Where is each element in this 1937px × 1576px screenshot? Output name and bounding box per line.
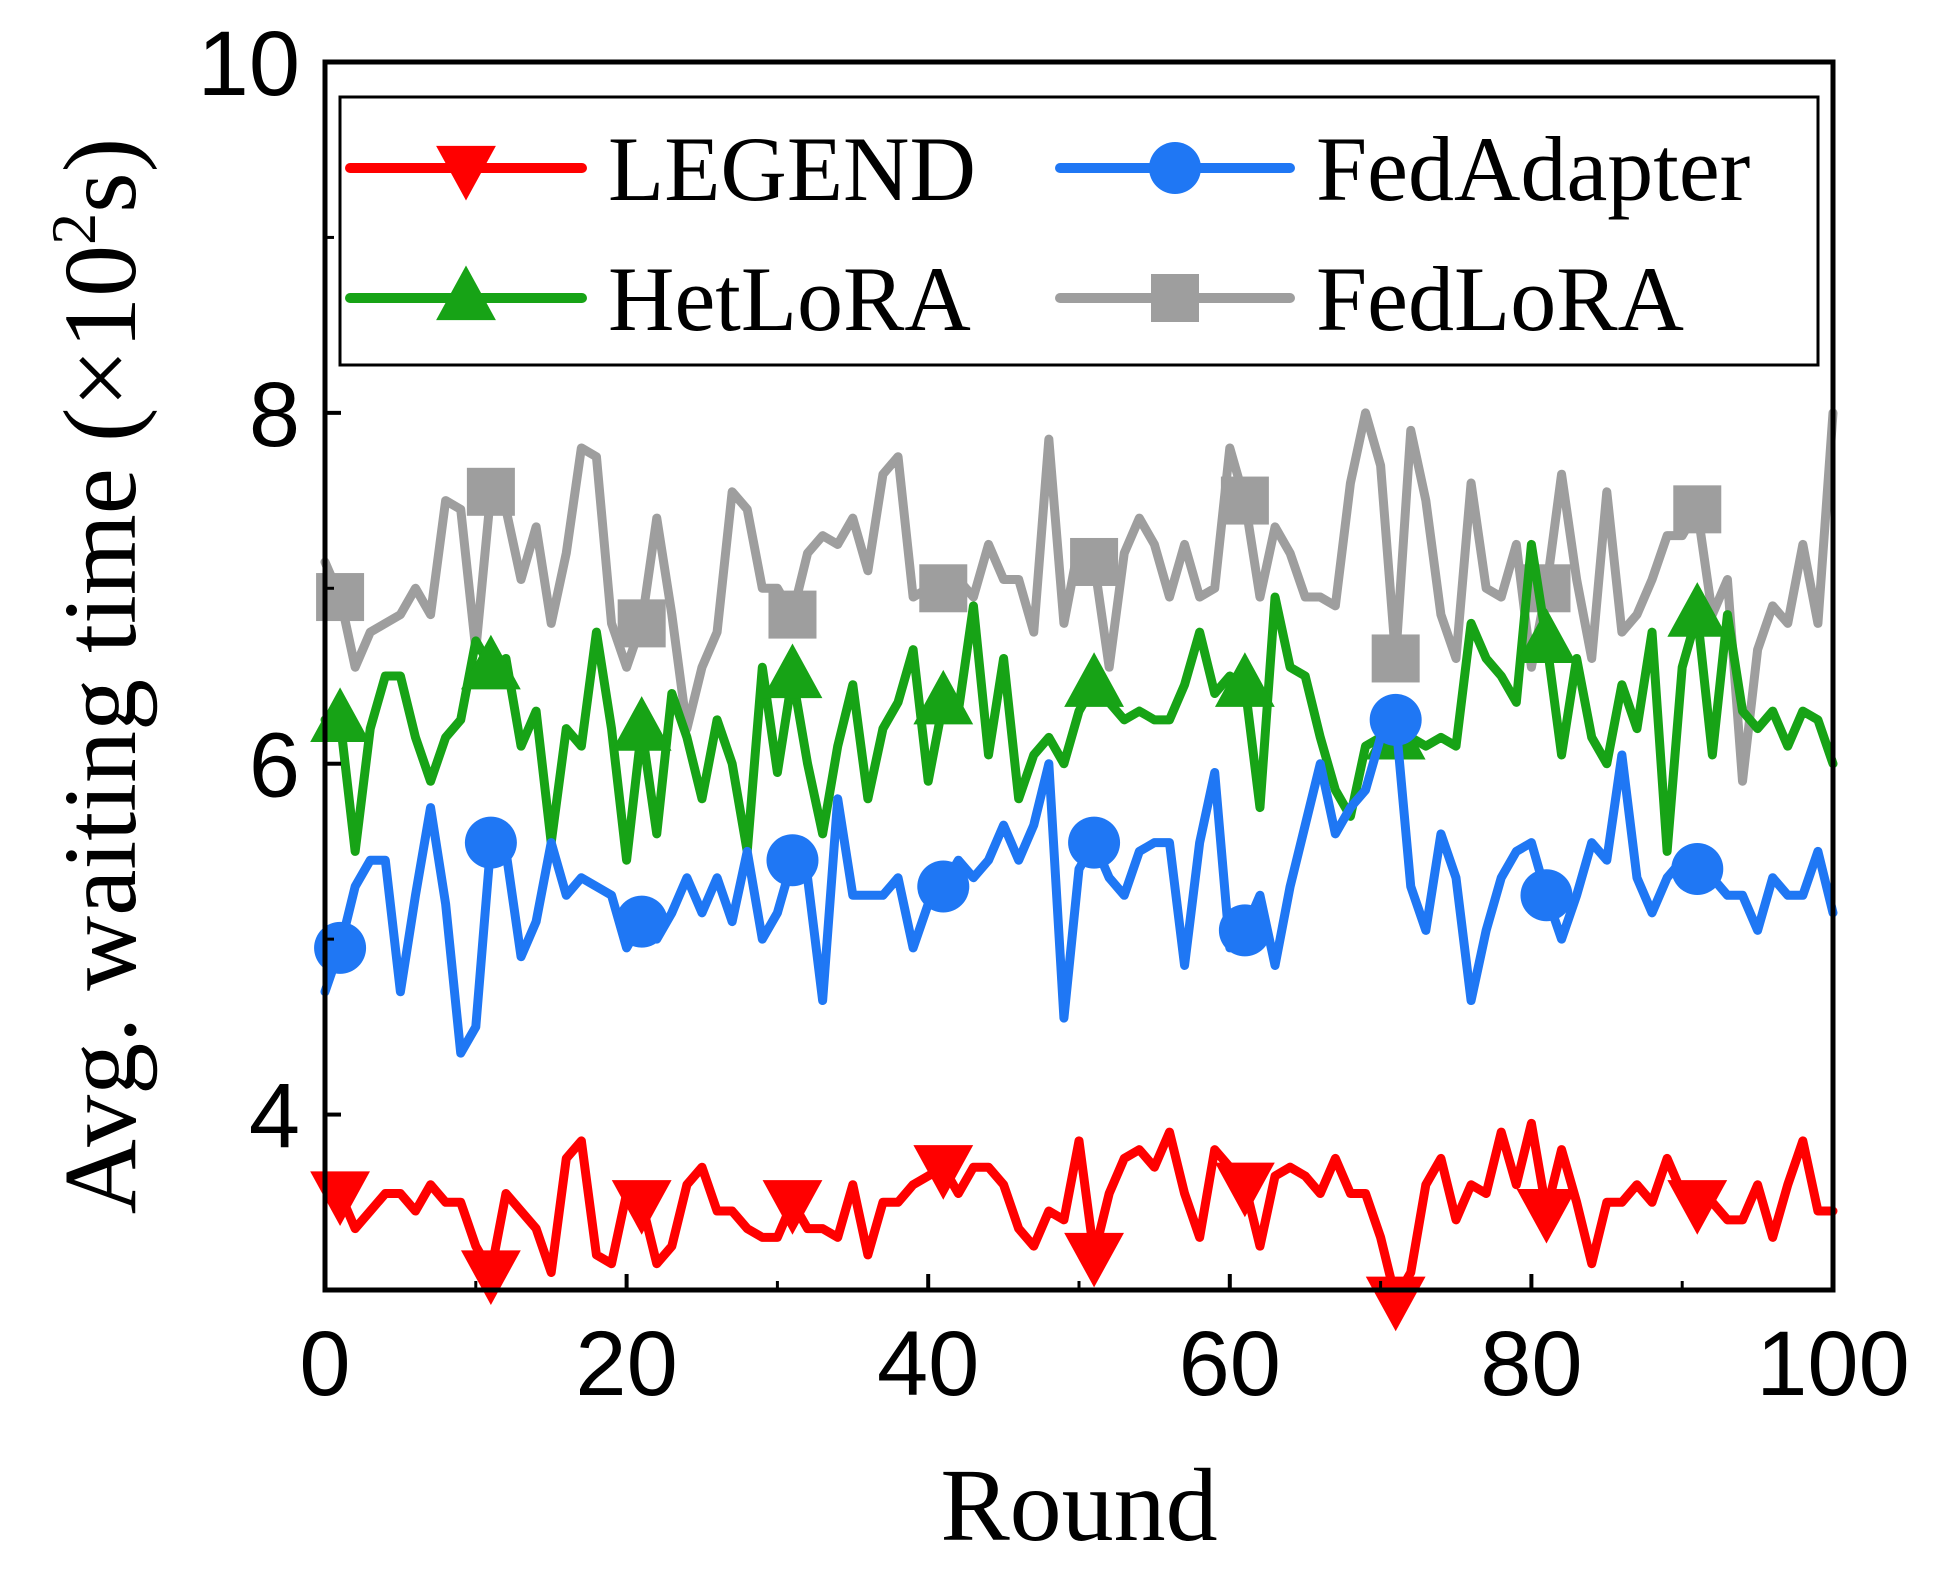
data-point-fedlora: [466, 467, 515, 516]
series-fedlora: [316, 408, 1838, 786]
x-tick-label: 20: [575, 1313, 677, 1415]
legend-marker: [436, 265, 496, 321]
series-line-hetlora: [320, 539, 1838, 865]
data-point-hetlora: [1667, 582, 1728, 637]
legend-label: FedAdapter: [1316, 118, 1750, 220]
data-point-fedlora: [1220, 476, 1269, 525]
x-axis-title: Round: [940, 1448, 1217, 1563]
legend-label: LEGEND: [608, 118, 976, 220]
data-point-hetlora: [611, 696, 672, 751]
x-tick-label: 100: [1756, 1313, 1910, 1415]
data-point-hetlora: [1214, 652, 1275, 707]
data-point-fedlora: [617, 599, 666, 648]
y-axis-title: Avg. waiting time (×102s): [38, 138, 158, 1215]
data-point-legend: [1667, 1180, 1728, 1235]
data-point-hetlora: [1516, 608, 1577, 664]
data-point-hetlora: [913, 669, 974, 725]
data-point-fedlora: [768, 590, 817, 639]
data-point-hetlora: [310, 687, 370, 742]
y-tick-label: 10: [198, 13, 300, 115]
series-fedadapter: [314, 693, 1838, 1058]
series-legend: [310, 1118, 1838, 1332]
data-point-legend: [1064, 1232, 1124, 1288]
x-tick-label: 60: [1179, 1313, 1281, 1415]
data-point-fedadapter: [1068, 816, 1121, 869]
data-point-hetlora: [762, 643, 823, 699]
legend-marker: [436, 145, 496, 201]
x-tick-label: 0: [299, 1313, 350, 1415]
data-point-fedadapter: [1520, 869, 1573, 922]
legend-frame: [338, 95, 1820, 367]
legend-marker: [1149, 142, 1201, 194]
x-tick-label: 40: [877, 1313, 979, 1415]
data-point-hetlora: [1064, 652, 1124, 707]
data-point-hetlora: [460, 634, 521, 690]
data-point-fedlora: [1371, 634, 1420, 683]
legend-item-fedadapter: FedAdapter: [1055, 118, 1750, 220]
legend-label: FedLoRA: [1316, 248, 1684, 350]
legend-label: HetLoRA: [608, 248, 971, 350]
data-point-fedadapter: [766, 834, 819, 887]
y-tick-label: 4: [249, 1066, 300, 1168]
data-point-legend: [1516, 1188, 1577, 1244]
data-point-fedadapter: [1671, 842, 1724, 895]
x-tick-label: 80: [1480, 1313, 1582, 1415]
y-tick-label: 6: [249, 715, 300, 817]
data-point-fedadapter: [1369, 693, 1422, 746]
data-point-fedadapter: [917, 860, 970, 913]
legend: LEGEND FedAdapter HetLoRA FedLoRA: [338, 95, 1820, 367]
axis-ticks: 0 20 40 60 80 100 4 6 8 10: [198, 13, 1910, 1415]
data-point-fedadapter: [1218, 904, 1271, 957]
series-layer: [310, 408, 1838, 1332]
y-axis-title-tail: s): [43, 138, 158, 213]
data-point-fedadapter: [615, 895, 668, 948]
data-point-legend: [1214, 1162, 1275, 1218]
legend-item-legend: LEGEND: [345, 118, 976, 220]
data-point-fedlora: [1070, 537, 1119, 586]
y-axis-title-sup: 2: [38, 213, 109, 245]
data-point-legend: [1365, 1276, 1426, 1332]
y-tick-label: 8: [249, 364, 300, 466]
data-point-legend: [762, 1180, 823, 1235]
series-line-legend: [320, 1118, 1838, 1304]
data-point-legend: [611, 1180, 672, 1235]
data-point-fedlora: [919, 564, 968, 613]
legend-item-fedlora: FedLoRA: [1055, 248, 1684, 350]
data-point-legend: [913, 1145, 974, 1200]
y-axis-title-base: Avg. waiting time (×10: [43, 245, 158, 1214]
data-point-legend: [460, 1250, 521, 1305]
series-line-fedadapter: [320, 715, 1838, 1058]
data-point-fedadapter: [314, 921, 367, 974]
data-point-fedlora: [1673, 485, 1722, 534]
legend-marker: [1151, 274, 1199, 322]
legend-item-hetlora: HetLoRA: [345, 248, 971, 350]
data-point-fedadapter: [464, 816, 517, 869]
